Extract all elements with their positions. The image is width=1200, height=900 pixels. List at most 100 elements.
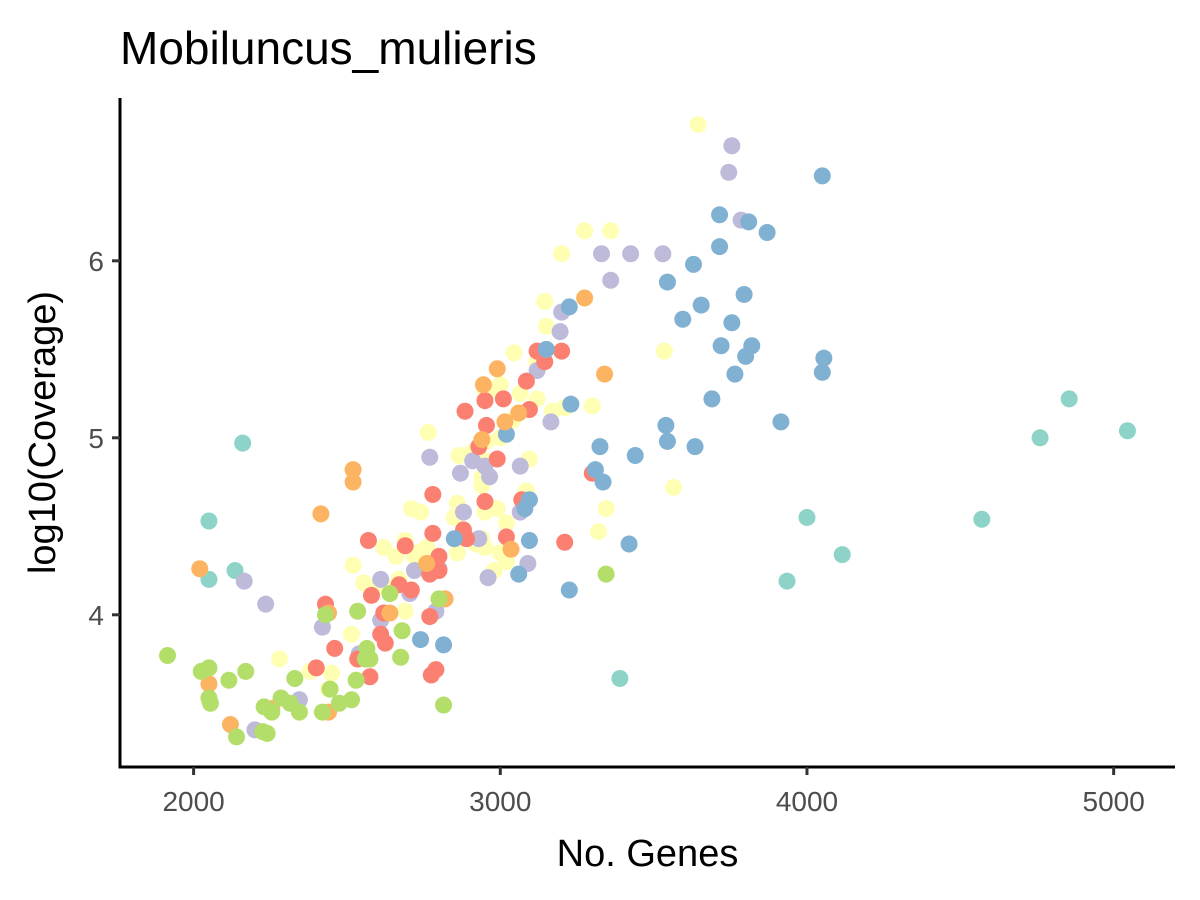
data-point	[263, 703, 281, 721]
data-point	[347, 671, 365, 689]
data-point	[451, 464, 469, 482]
x-tick-label: 4000	[776, 786, 838, 817]
data-point	[200, 659, 218, 677]
data-point	[476, 493, 494, 511]
data-point	[362, 586, 380, 604]
data-point	[813, 363, 831, 381]
data-point	[418, 539, 436, 557]
data-point	[594, 473, 612, 491]
data-point	[418, 554, 436, 572]
data-point	[392, 648, 410, 666]
data-point	[412, 503, 430, 521]
data-point	[361, 668, 379, 686]
data-point	[220, 671, 238, 689]
data-point	[505, 344, 523, 362]
data-point	[497, 514, 515, 532]
data-point	[234, 434, 252, 452]
data-point	[576, 289, 594, 307]
data-point	[307, 659, 325, 677]
data-point	[419, 424, 437, 441]
data-point	[488, 450, 506, 468]
data-point	[435, 636, 453, 654]
data-point	[516, 500, 534, 518]
data-point	[551, 323, 569, 341]
x-tick-label: 3000	[469, 786, 531, 817]
data-point	[622, 245, 640, 263]
data-point	[349, 602, 367, 620]
data-point	[597, 500, 615, 518]
data-point	[553, 245, 571, 263]
chart-title: Mobiluncus_mulieris	[120, 22, 537, 74]
data-point	[511, 457, 529, 475]
data-point	[479, 569, 497, 587]
data-point	[200, 512, 218, 530]
data-point	[658, 432, 676, 450]
data-point	[597, 565, 615, 583]
data-point	[393, 622, 411, 640]
data-point	[689, 116, 707, 134]
data-point	[494, 390, 512, 408]
data-point	[476, 392, 494, 410]
data-point	[200, 675, 218, 693]
data-point	[343, 625, 361, 643]
data-point	[813, 167, 831, 185]
data-point	[833, 546, 851, 564]
data-point	[973, 510, 991, 528]
data-point	[396, 537, 414, 555]
data-point	[361, 650, 379, 668]
data-point	[737, 347, 755, 365]
data-point	[536, 293, 554, 311]
data-point	[359, 531, 377, 549]
data-point	[235, 572, 253, 590]
data-point	[258, 724, 276, 742]
data-point	[602, 222, 620, 240]
data-point	[560, 298, 578, 316]
data-point	[657, 416, 675, 434]
data-point	[591, 438, 609, 456]
data-point	[488, 500, 506, 518]
x-tick-label: 5000	[1083, 786, 1145, 817]
data-point	[344, 473, 362, 491]
data-point	[556, 533, 574, 551]
data-point	[576, 222, 594, 240]
data-point	[596, 365, 614, 383]
data-point	[424, 524, 442, 542]
data-point	[1118, 422, 1136, 440]
data-point	[454, 503, 472, 521]
data-point	[1031, 429, 1049, 447]
data-point	[510, 565, 528, 583]
data-point	[405, 562, 423, 580]
data-point	[496, 413, 514, 431]
data-point	[228, 728, 246, 746]
data-point	[344, 556, 362, 574]
data-point	[424, 485, 442, 503]
data-point	[191, 560, 209, 578]
data-point	[510, 404, 528, 422]
data-point	[381, 585, 399, 603]
data-point	[712, 337, 730, 355]
data-point	[692, 296, 710, 314]
data-point	[421, 608, 439, 626]
data-point	[402, 581, 420, 599]
data-point	[798, 508, 816, 526]
data-point	[685, 255, 703, 273]
data-point	[592, 245, 610, 263]
data-point	[435, 696, 453, 714]
data-point	[723, 314, 741, 332]
data-point	[450, 447, 468, 465]
data-point	[626, 447, 644, 465]
data-point	[655, 342, 673, 360]
y-axis-ticks: 4 5 6	[88, 246, 120, 631]
data-point	[257, 595, 275, 613]
data-point	[536, 353, 554, 371]
data-point	[720, 163, 738, 181]
data-point	[602, 271, 620, 289]
data-point	[517, 372, 535, 390]
data-point	[430, 547, 448, 565]
data-point	[344, 461, 362, 479]
data-point	[542, 413, 560, 431]
data-point	[589, 523, 607, 541]
data-point	[620, 535, 638, 553]
data-point	[758, 224, 776, 242]
data-point	[726, 365, 744, 383]
